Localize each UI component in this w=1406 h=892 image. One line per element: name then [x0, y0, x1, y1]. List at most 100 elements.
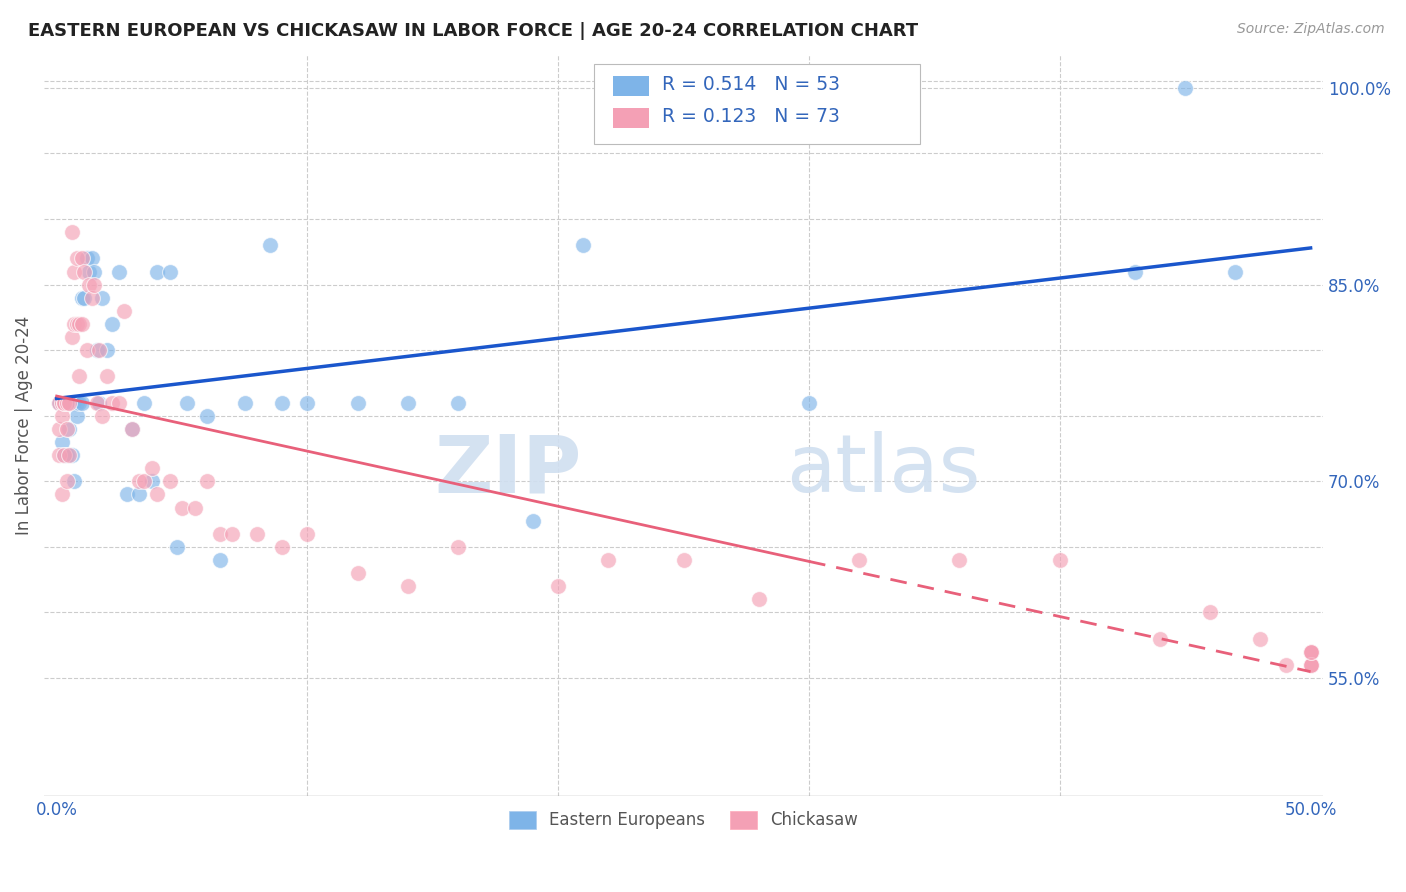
Point [108, 264, 131, 278]
Point [848, 553, 870, 567]
Point [221, 526, 243, 541]
Point [233, 395, 256, 409]
Point [70, 252, 93, 266]
Point [1299, 645, 1322, 659]
Point [1299, 645, 1322, 659]
Point [447, 395, 470, 409]
Y-axis label: In Labor Force | Age 20-24: In Labor Force | Age 20-24 [15, 316, 32, 535]
Point [1299, 645, 1322, 659]
Point [58, 422, 80, 436]
Bar [613, 109, 650, 128]
Point [89, 395, 111, 409]
Point [53, 395, 76, 409]
Point [90, 409, 112, 423]
Point [271, 395, 294, 409]
Point [141, 475, 163, 489]
Point [134, 475, 156, 489]
Point [1149, 632, 1171, 646]
Point [70, 291, 93, 305]
Point [55, 422, 77, 436]
Point [195, 409, 218, 423]
Point [53, 448, 76, 462]
Point [1299, 657, 1322, 672]
Point [1049, 553, 1071, 567]
Point [70, 317, 93, 331]
Point [396, 395, 419, 409]
Point [55, 475, 77, 489]
Point [70, 395, 93, 409]
Point [159, 264, 181, 278]
Point [63, 395, 86, 409]
Point [67, 369, 90, 384]
Point [55, 448, 77, 462]
Point [58, 395, 80, 409]
Point [522, 514, 544, 528]
Point [77, 277, 100, 292]
Point [797, 395, 820, 409]
Point [67, 395, 90, 409]
Point [60, 330, 83, 344]
Point [271, 540, 294, 554]
Point [1249, 632, 1271, 646]
Point [134, 395, 156, 409]
Point [101, 317, 124, 331]
Point [58, 395, 80, 409]
Point [66, 395, 89, 409]
Point [89, 343, 111, 358]
Point [77, 264, 100, 278]
Point [63, 475, 86, 489]
Point [48, 395, 70, 409]
Point [121, 422, 143, 436]
Legend: Eastern Europeans, Chickasaw: Eastern Europeans, Chickasaw [502, 804, 865, 836]
Point [63, 317, 86, 331]
Point [146, 264, 169, 278]
Point [55, 395, 77, 409]
Point [195, 475, 218, 489]
Point [948, 553, 970, 567]
Point [51, 409, 73, 423]
Point [297, 395, 319, 409]
Point [1199, 606, 1222, 620]
Point [146, 487, 169, 501]
Point [672, 553, 695, 567]
Point [60, 448, 83, 462]
Point [51, 435, 73, 450]
Point [60, 225, 83, 239]
Point [748, 592, 770, 607]
Point [1299, 645, 1322, 659]
Point [598, 553, 620, 567]
Point [73, 291, 96, 305]
Point [83, 277, 105, 292]
Point [1299, 645, 1322, 659]
Point [86, 395, 108, 409]
FancyBboxPatch shape [595, 64, 921, 144]
Point [76, 252, 98, 266]
Point [297, 526, 319, 541]
Point [1123, 264, 1146, 278]
Point [80, 252, 103, 266]
Text: Source: ZipAtlas.com: Source: ZipAtlas.com [1237, 22, 1385, 37]
Point [48, 395, 70, 409]
Point [128, 475, 150, 489]
Text: atlas: atlas [786, 431, 980, 509]
Point [51, 487, 73, 501]
Point [141, 461, 163, 475]
Point [101, 395, 124, 409]
Point [1299, 657, 1322, 672]
Point [183, 500, 205, 515]
Point [396, 579, 419, 593]
Text: R = 0.123   N = 73: R = 0.123 N = 73 [662, 107, 839, 126]
Point [60, 395, 83, 409]
Text: ZIP: ZIP [434, 431, 581, 509]
Point [166, 540, 188, 554]
Point [83, 264, 105, 278]
Point [447, 540, 470, 554]
Point [51, 395, 73, 409]
Point [128, 487, 150, 501]
Point [208, 526, 231, 541]
Point [1299, 657, 1322, 672]
Point [259, 238, 281, 252]
Point [53, 448, 76, 462]
Point [48, 448, 70, 462]
Point [1299, 657, 1322, 672]
